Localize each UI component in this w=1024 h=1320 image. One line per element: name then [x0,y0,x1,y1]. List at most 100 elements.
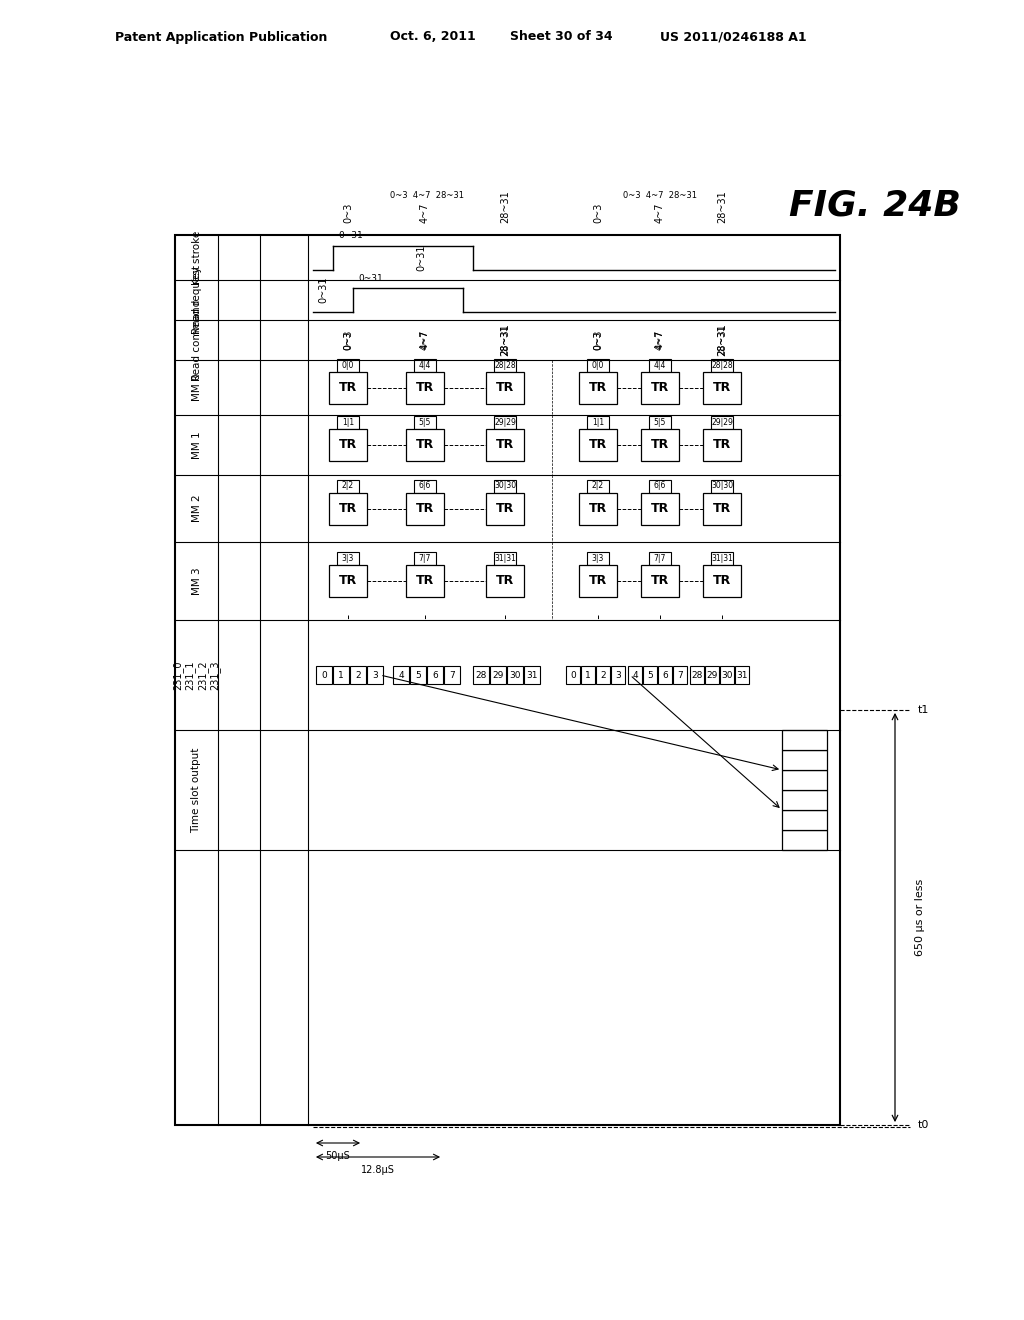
Bar [337,359,359,371]
Bar [596,667,610,684]
Bar [720,667,734,684]
Bar [337,416,359,429]
Text: TR: TR [713,574,731,587]
Text: 4|4: 4|4 [419,360,431,370]
Bar [690,667,705,684]
Bar [735,667,749,684]
Text: 31: 31 [526,671,538,680]
Text: Read request: Read request [191,265,202,334]
Bar [337,552,359,565]
Text: 2|2: 2|2 [592,482,604,491]
Bar [494,552,516,565]
Bar [641,492,679,524]
Bar [486,429,524,461]
Text: 4~7: 4~7 [655,330,665,350]
Text: TR: TR [339,438,357,451]
Text: 30: 30 [721,671,733,680]
Text: 29: 29 [707,671,718,680]
Bar [587,479,609,492]
Text: 6: 6 [432,671,438,680]
Text: 0|0: 0|0 [342,360,354,370]
Text: 7|7: 7|7 [419,554,431,564]
Text: 28~31: 28~31 [718,325,726,355]
Bar [566,667,580,684]
Bar [410,667,426,684]
Text: 5: 5 [647,671,653,680]
Text: 0: 0 [570,671,575,680]
Bar [649,416,671,429]
Text: t0: t0 [918,1119,930,1130]
Text: MM 1: MM 1 [191,432,202,459]
Bar [316,667,332,684]
Bar [587,359,609,371]
Text: 3: 3 [615,671,621,680]
Text: TR: TR [416,574,434,587]
Bar [350,667,366,684]
Bar [782,830,827,850]
Text: 2: 2 [355,671,360,680]
Text: TR: TR [339,381,357,393]
Text: 28~31: 28~31 [717,323,727,356]
Text: TR: TR [496,381,514,393]
Text: 7: 7 [677,671,683,680]
Text: Oct. 6, 2011: Oct. 6, 2011 [390,30,476,44]
Text: TR: TR [713,438,731,451]
Text: TR: TR [589,381,607,393]
Text: TR: TR [713,381,731,393]
Bar [581,667,595,684]
Text: TR: TR [339,502,357,515]
Text: 0~3: 0~3 [343,330,352,350]
Text: 28|28: 28|28 [712,360,733,370]
Text: 4~7: 4~7 [655,202,665,223]
Text: 0~31: 0~31 [318,277,328,304]
Bar [711,359,733,371]
Bar [649,552,671,565]
Bar [393,667,409,684]
Text: 5: 5 [415,671,421,680]
Text: 3|3: 3|3 [342,554,354,564]
Bar [329,492,367,524]
Bar [579,371,617,404]
Bar [703,371,741,404]
Bar [414,416,436,429]
Text: TR: TR [651,502,669,515]
Text: 6: 6 [663,671,668,680]
Text: 4: 4 [632,671,638,680]
Text: 4: 4 [398,671,403,680]
Text: 3|3: 3|3 [592,554,604,564]
Text: TR: TR [416,502,434,515]
Text: 29|29: 29|29 [711,418,733,426]
Text: FIG. 24B: FIG. 24B [790,187,961,222]
Text: 4|4: 4|4 [653,360,667,370]
Bar [782,730,827,750]
Bar [427,667,443,684]
Bar [628,667,642,684]
Text: 3: 3 [372,671,378,680]
Text: 6|6: 6|6 [419,482,431,491]
Text: 28|28: 28|28 [495,360,516,370]
Bar [587,416,609,429]
Text: 0~3  4~7  28~31: 0~3 4~7 28~31 [389,191,464,201]
Bar [473,667,489,684]
Text: 50μS: 50μS [326,1151,350,1162]
Bar [579,565,617,597]
Text: 4~7: 4~7 [420,330,430,350]
Bar [329,565,367,597]
Text: 31|31: 31|31 [494,554,516,564]
Bar [705,667,719,684]
Text: TR: TR [589,502,607,515]
Text: 0|0: 0|0 [592,360,604,370]
Bar [641,429,679,461]
Text: 30: 30 [509,671,521,680]
Bar [641,371,679,404]
Text: 30|30: 30|30 [711,482,733,491]
Text: 0~3: 0~3 [343,203,353,223]
Text: 31: 31 [736,671,748,680]
Bar [673,667,687,684]
Bar [524,667,540,684]
Text: t1: t1 [918,705,930,715]
Bar [414,552,436,565]
Bar [406,429,444,461]
Bar [414,359,436,371]
Text: 231_0
231_1
231_2
231_3: 231_0 231_1 231_2 231_3 [172,660,221,690]
